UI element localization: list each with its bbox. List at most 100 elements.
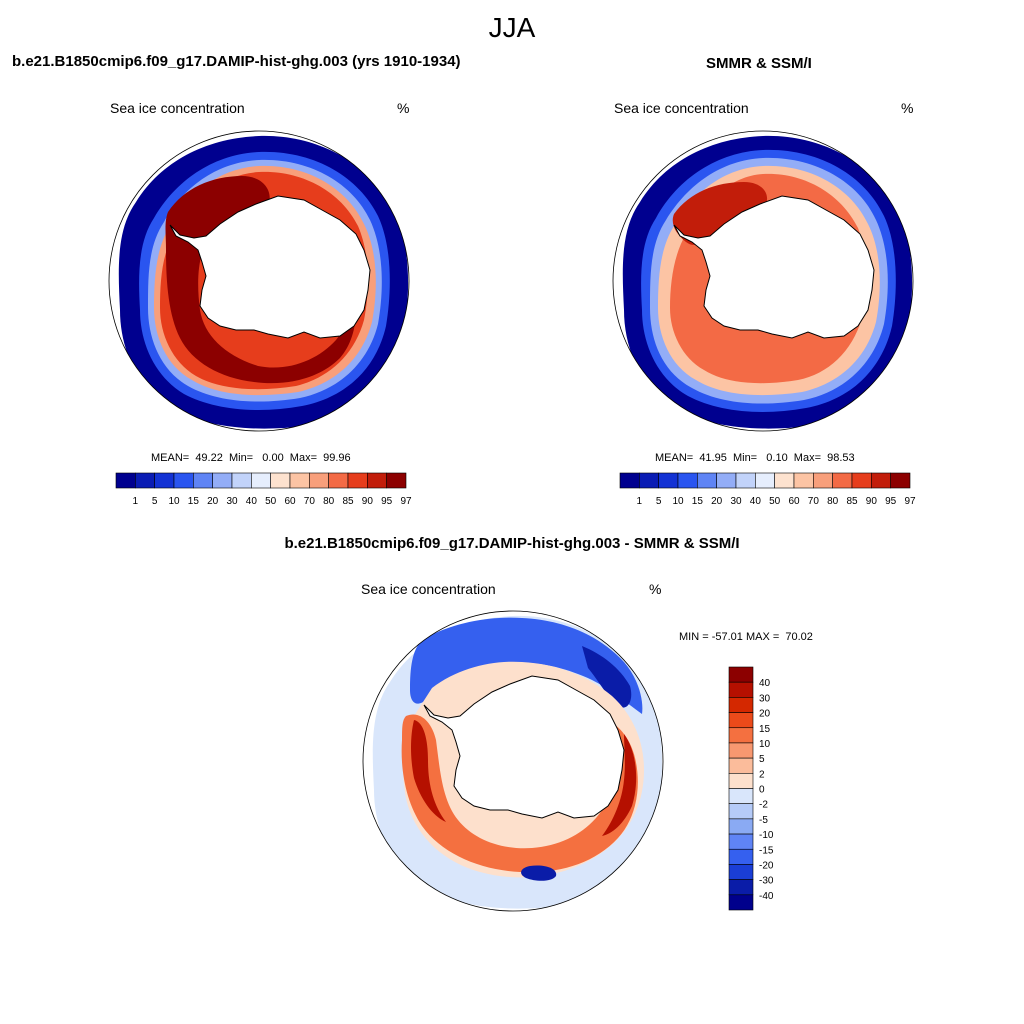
colorbar-tick-label: 70	[304, 496, 316, 507]
colorbar-swatch	[728, 818, 754, 835]
colorbar-tick-label: 85	[846, 496, 858, 507]
colorbar-swatch	[347, 472, 368, 489]
variable-label-obs: Sea ice concentration	[614, 100, 749, 116]
map-obs	[612, 130, 914, 432]
colorbar-swatch	[832, 472, 853, 489]
colorbar-swatch	[386, 472, 407, 489]
colorbar-swatch	[728, 864, 754, 880]
colorbar-tick-label: 30	[226, 496, 238, 507]
colorbar-tick-label: 60	[788, 496, 800, 507]
colorbar-swatch	[251, 472, 271, 489]
colorbar-swatch	[735, 472, 756, 489]
colorbar-tick-label: 85	[342, 496, 354, 507]
colorbar-tick-label: 20	[207, 496, 219, 507]
colorbar-tick-label: 15	[759, 724, 771, 735]
colorbar-swatch	[728, 788, 754, 804]
map-model	[108, 130, 410, 432]
colorbar-swatch	[728, 848, 754, 865]
colorbar-tick-label: 40	[750, 496, 762, 507]
colorbar-swatch	[813, 472, 833, 489]
colorbar-tick-label: 97	[400, 496, 412, 507]
colorbar-swatch	[871, 472, 891, 489]
colorbar-tick-label: 1	[637, 496, 643, 507]
colorbar-model: 1 5 10 15 20 30 40 50 60 70 80 85 90 95 97	[115, 472, 412, 507]
units-label-model: %	[397, 100, 410, 116]
antarctica	[169, 195, 371, 339]
colorbar-tick-label: 90	[362, 496, 374, 507]
colorbar-swatch	[728, 879, 754, 896]
colorbar-tick-label: 5	[152, 496, 158, 507]
colorbar-swatch	[658, 472, 679, 489]
colorbar-swatch	[115, 472, 136, 489]
variable-label-diff: Sea ice concentration	[361, 581, 496, 597]
colorbar-tick-label: 20	[711, 496, 723, 507]
colorbar-swatch	[135, 472, 155, 489]
colorbar-tick-label: 5	[759, 754, 765, 765]
colorbar-tick-label: 30	[759, 693, 771, 704]
units-label-obs: %	[901, 100, 914, 116]
colorbar-swatch	[728, 757, 754, 774]
colorbar-swatch	[231, 472, 252, 489]
colorbar-swatch	[728, 773, 754, 789]
colorbar-tick-label: -40	[759, 891, 774, 902]
colorbar-swatch	[774, 472, 795, 489]
panel-header-obs: SMMR & SSM/I	[706, 55, 812, 72]
colorbar-swatch	[728, 697, 754, 713]
colorbar-tick-label: -20	[759, 860, 774, 871]
colorbar-swatch	[328, 472, 349, 489]
variable-label-model: Sea ice concentration	[110, 100, 245, 116]
colorbar-swatch	[728, 727, 754, 744]
colorbar-swatch	[716, 472, 737, 489]
colorbar-tick-label: 0	[759, 785, 765, 796]
colorbar-swatch	[728, 681, 754, 698]
colorbar-tick-label: -10	[759, 830, 774, 841]
colorbar-tick-label: 2	[759, 769, 765, 780]
colorbar-swatch	[154, 472, 175, 489]
colorbar-tick-label: 15	[692, 496, 704, 507]
colorbar-swatch	[289, 472, 310, 489]
colorbar-tick-label: 15	[188, 496, 200, 507]
colorbar-swatch	[728, 712, 754, 729]
map-diff	[362, 610, 664, 912]
panel-header-model: b.e21.B1850cmip6.f09_g17.DAMIP-hist-ghg.…	[12, 53, 461, 70]
colorbar-tick-label: 90	[866, 496, 878, 507]
colorbar-tick-label: 50	[265, 496, 277, 507]
colorbar-swatch	[270, 472, 291, 489]
colorbar-swatch	[697, 472, 717, 489]
colorbar-swatch	[728, 666, 754, 683]
colorbar-swatch	[193, 472, 213, 489]
colorbar-tick-label: 95	[885, 496, 897, 507]
colorbar-tick-label: 10	[672, 496, 684, 507]
colorbar-tick-label: 97	[904, 496, 916, 507]
units-label-diff: %	[649, 581, 662, 597]
colorbar-swatch	[639, 472, 659, 489]
colorbar-swatch	[728, 833, 754, 850]
colorbar-tick-label: 40	[246, 496, 258, 507]
colorbar-swatch	[728, 894, 754, 911]
colorbar-swatch	[793, 472, 814, 489]
colorbar-tick-label: 95	[381, 496, 393, 507]
figure-title: JJA	[488, 12, 536, 43]
colorbar-tick-label: 1	[133, 496, 139, 507]
colorbar-obs: 1 5 10 15 20 30 40 50 60 70 80 85 90 95 97	[619, 472, 916, 507]
colorbar-swatch	[212, 472, 233, 489]
colorbar-tick-label: 70	[808, 496, 820, 507]
colorbar-swatch	[851, 472, 872, 489]
colorbar-tick-label: -2	[759, 800, 768, 811]
colorbar-tick-label: 50	[769, 496, 781, 507]
colorbar-swatch	[309, 472, 329, 489]
colorbar-tick-label: 5	[656, 496, 662, 507]
colorbar-tick-label: 80	[323, 496, 335, 507]
colorbar-tick-label: -5	[759, 815, 768, 826]
stats-model: MEAN= 49.22 Min= 0.00 Max= 99.96	[151, 452, 351, 464]
colorbar-swatch	[890, 472, 911, 489]
colorbar-tick-label: 80	[827, 496, 839, 507]
colorbar-swatch	[677, 472, 698, 489]
colorbar-swatch	[728, 803, 754, 820]
colorbar-tick-label: -15	[759, 845, 774, 856]
colorbar-tick-label: 60	[284, 496, 296, 507]
panel-header-diff: b.e21.B1850cmip6.f09_g17.DAMIP-hist-ghg.…	[284, 535, 740, 552]
colorbar-swatch	[173, 472, 194, 489]
colorbar-tick-label: 10	[759, 739, 771, 750]
